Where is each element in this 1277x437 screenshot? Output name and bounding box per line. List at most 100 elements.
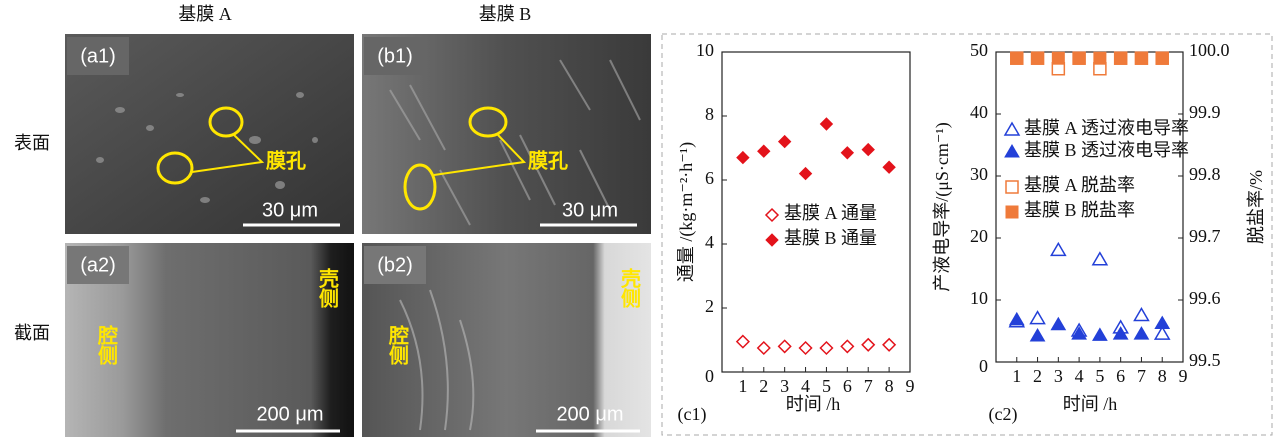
y-tick-label: 50 [970,40,988,60]
data-point [779,136,791,148]
data-point [862,339,874,351]
legend-marker [1005,123,1019,135]
pore-label: 膜孔 [527,149,568,173]
data-point [841,147,853,159]
panel-label: (a1) [80,45,116,67]
data-point [1093,253,1107,265]
x-tick-label: 5 [822,376,831,396]
y-tick-label: 0 [979,356,988,376]
scale-label: 30 μm [262,199,318,221]
legend-marker [1006,206,1018,218]
x-tick-label: 4 [1075,366,1084,386]
sem-image: (a1) 膜孔 30 μm [65,34,354,234]
data-point [758,145,770,157]
y-axis-label: 通量 /(kg·m⁻²·h⁻¹) [676,142,697,282]
y-tick-label: 20 [970,226,988,246]
data-point [737,152,749,164]
legend-marker [766,209,778,221]
y-axis-label: 产液电导率/(μS·cm⁻¹) [932,122,953,292]
panel-label: (b2) [377,254,413,276]
scale-label: 200 μm [256,403,323,425]
pore-label: 膜孔 [265,149,306,173]
panel-label: (c1) [678,404,707,425]
x-tick-label: 9 [1179,366,1188,386]
data-point [883,161,895,173]
data-point [779,340,791,352]
data-point [1115,52,1127,64]
lumen-label: 腔侧 [386,324,410,365]
panel-label: (a2) [80,254,116,276]
y2-tick-label: 99.5 [1189,350,1221,370]
sem-image: (b2) 腔侧 壳侧 200 μm [362,243,651,437]
y2-tick-label: 99.8 [1189,164,1221,184]
panel-label: (b1) [377,45,413,67]
legend-marker [766,234,778,246]
y-tick-label: 40 [970,102,988,122]
scale-label: 200 μm [556,403,623,425]
x-tick-label: 9 [906,376,915,396]
x-tick-label: 7 [1137,366,1146,386]
y2-tick-label: 99.6 [1189,288,1221,308]
y-tick-label: 6 [705,168,714,188]
row-header: 表面 [14,133,50,153]
data-point [1010,313,1024,325]
data-point [800,342,812,354]
x-tick-label: 2 [1033,366,1042,386]
data-point [1031,329,1045,341]
data-point [1032,52,1044,64]
data-point [1134,327,1148,339]
y2-tick-label: 99.9 [1189,102,1221,122]
x-tick-label: 6 [1116,366,1125,386]
legend-label: 基膜 B 通量 [784,228,877,248]
y2-tick-label: 99.7 [1189,226,1221,246]
x-tick-label: 6 [843,376,852,396]
data-point [1093,328,1107,340]
data-point [1011,52,1023,64]
x-tick-label: 1 [1012,366,1021,386]
legend-label: 基膜 B 透过液电导率 [1024,140,1189,160]
x-tick-label: 3 [1054,366,1063,386]
x-axis-label: 时间 /h [786,394,841,414]
legend-marker [1006,181,1018,193]
y-tick-label: 30 [970,164,988,184]
data-point [758,342,770,354]
figure: 基膜 A 基膜 B 表面 截面 (a1) 膜孔 30 μm (b1) 膜孔 [0,0,1277,437]
y-tick-label: 10 [696,40,714,60]
data-point [883,339,895,351]
y-tick-label: 0 [705,366,714,386]
data-point [862,144,874,156]
data-point [1052,52,1064,64]
lumen-label: 腔侧 [95,324,119,365]
y-tick-label: 4 [705,232,714,252]
data-point [841,340,853,352]
legend-label: 基膜 A 透过液电导率 [1024,118,1189,138]
legend-label: 基膜 B 脱盐率 [1024,200,1135,220]
y2-tick-label: 100.0 [1189,40,1230,60]
y-tick-label: 8 [705,104,714,124]
y2-axis-label: 脱盐率/% [1246,170,1266,244]
data-point [1134,309,1148,321]
x-tick-label: 4 [801,376,810,396]
shell-label: 壳侧 [316,267,340,308]
data-point [737,336,749,348]
sem-image: (b1) 膜孔 30 μm [362,34,651,234]
data-point [1094,52,1106,64]
sem-image: (a2) 腔侧 壳侧 200 μm [65,243,354,437]
x-tick-label: 8 [885,376,894,396]
legend-label: 基膜 A 脱盐率 [1024,175,1135,195]
x-tick-label: 3 [780,376,789,396]
data-point [1155,317,1169,329]
data-point [1051,318,1065,330]
data-point [820,118,832,130]
y-tick-label: 10 [970,288,988,308]
data-point [820,342,832,354]
row-header: 截面 [14,323,50,343]
y-tick-label: 2 [705,296,714,316]
data-point [800,168,812,180]
x-tick-label: 7 [864,376,873,396]
scale-label: 30 μm [562,199,618,221]
x-axis-label: 时间 /h [1063,394,1118,414]
data-point [1073,52,1085,64]
legend-marker [1005,145,1019,157]
x-tick-label: 5 [1095,366,1104,386]
